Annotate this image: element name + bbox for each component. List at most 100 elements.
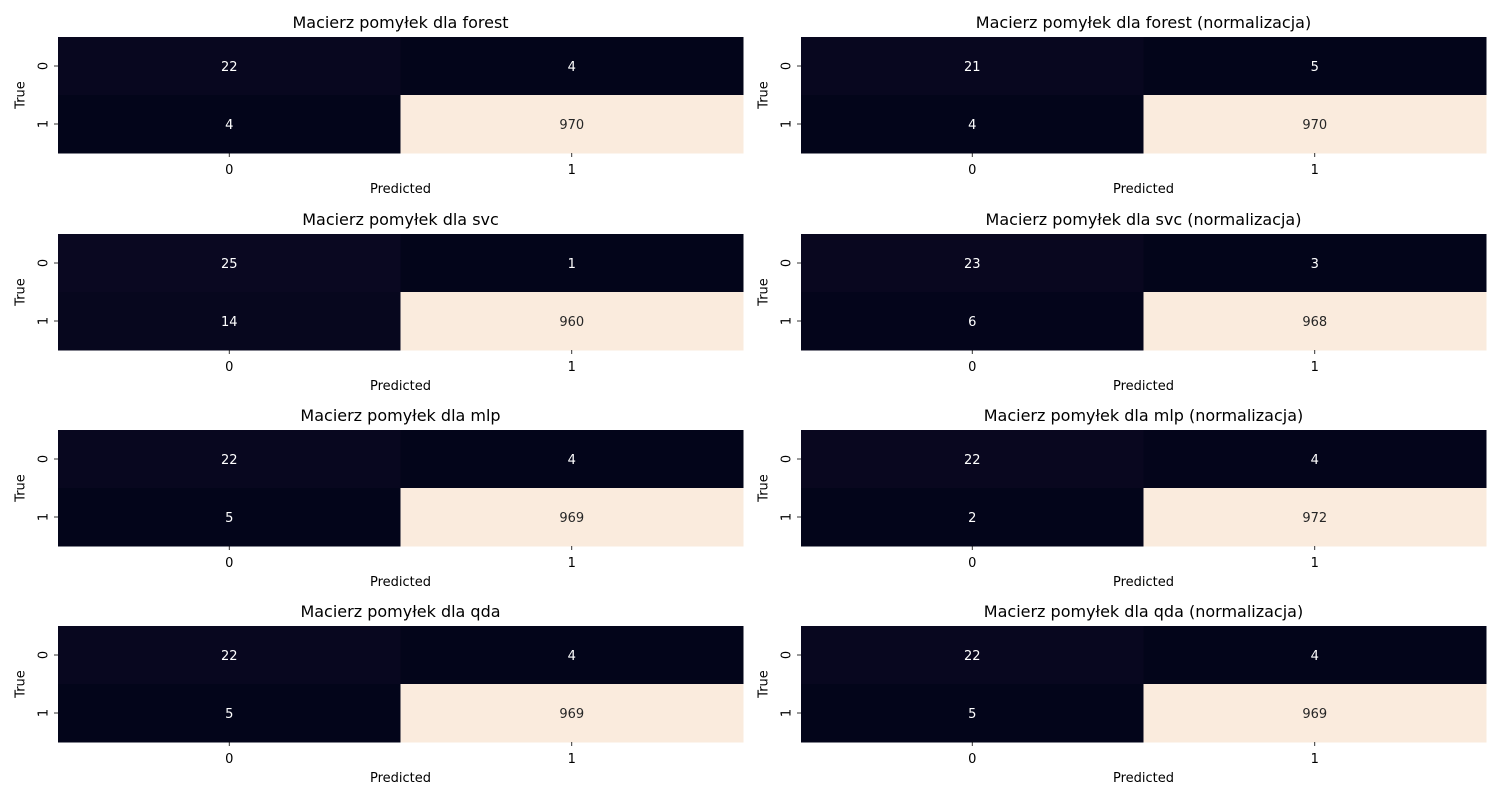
cell-value-label: 960 (559, 315, 584, 330)
x-axis-label: Predicted (1113, 771, 1174, 786)
x-tick-label: 1 (1311, 752, 1319, 767)
heatmap-cell (801, 95, 1144, 154)
x-tick-label: 0 (968, 752, 976, 767)
heatmap-panel: Macierz pomyłek dla qda 22 4 5 969 0 1 0 1 Predic… (14, 602, 744, 786)
heatmap-panel: Macierz pomyłek dla forest 22 4 4 970 0 1 0 1 Pre… (14, 13, 744, 197)
y-tick-label: 0 (37, 651, 52, 659)
y-axis-label: True (757, 81, 772, 110)
heatmap-cell (801, 234, 1144, 293)
y-axis-label: True (757, 474, 772, 503)
y-axis-label: True (757, 670, 772, 699)
chart-title: Macierz pomyłek dla svc (normalizacja) (986, 210, 1302, 229)
heatmap-cell (58, 95, 401, 154)
heatmap-cell (1143, 95, 1487, 154)
y-axis-label: True (14, 81, 29, 110)
heatmap-cell (1143, 488, 1487, 547)
cell-value-label: 22 (221, 649, 238, 664)
x-tick-label: 0 (225, 556, 233, 571)
heatmap-cell (58, 430, 401, 489)
cell-value-label: 969 (1302, 707, 1327, 722)
cell-value-label: 5 (968, 707, 976, 722)
heatmap-panel: Macierz pomyłek dla mlp 22 4 5 969 0 1 0 1 Predic… (14, 406, 744, 590)
heatmap-cell (1143, 430, 1487, 489)
heatmap-cell (58, 234, 401, 293)
cell-value-label: 5 (225, 707, 233, 722)
heatmap-cell (801, 488, 1144, 547)
heatmap-panel: Macierz pomyłek dla forest (normalizacja… (757, 13, 1487, 197)
x-tick-label: 0 (968, 360, 976, 375)
cell-value-label: 5 (1311, 60, 1319, 75)
cell-value-label: 23 (964, 257, 981, 272)
x-tick-label: 1 (568, 163, 576, 178)
x-tick-label: 1 (568, 360, 576, 375)
heatmap-cell (58, 292, 401, 351)
y-axis-label: True (14, 474, 29, 503)
cell-value-label: 4 (225, 118, 233, 133)
cell-value-label: 4 (568, 649, 576, 664)
y-tick-label: 0 (37, 455, 52, 463)
x-tick-label: 1 (568, 752, 576, 767)
heatmap-panel: Macierz pomyłek dla svc 25 1 14 960 0 1 0 1 Predi… (14, 210, 744, 394)
x-axis-label: Predicted (370, 182, 431, 197)
cell-value-label: 972 (1302, 511, 1327, 526)
chart-title: Macierz pomyłek dla forest (292, 13, 508, 32)
heatmap-cell (801, 430, 1144, 489)
heatmap-cell (400, 626, 744, 685)
heatmap-cell (400, 95, 744, 154)
heatmap-cell (1143, 37, 1487, 96)
y-tick-label: 0 (780, 455, 795, 463)
y-tick-label: 0 (37, 259, 52, 267)
x-axis-label: Predicted (370, 379, 431, 394)
heatmap-cell (400, 234, 744, 293)
cell-value-label: 6 (968, 315, 976, 330)
y-tick-label: 1 (37, 317, 52, 325)
cell-value-label: 969 (559, 511, 584, 526)
cell-value-label: 970 (1302, 118, 1327, 133)
cell-value-label: 22 (964, 453, 981, 468)
heatmap-cell (801, 684, 1144, 743)
cell-value-label: 968 (1302, 315, 1327, 330)
y-tick-label: 0 (780, 62, 795, 70)
heatmap-panel: Macierz pomyłek dla svc (normalizacja) 23… (757, 210, 1487, 394)
cell-value-label: 1 (568, 257, 576, 272)
x-tick-label: 0 (225, 163, 233, 178)
cell-value-label: 14 (221, 315, 238, 330)
y-axis-label: True (14, 670, 29, 699)
y-tick-label: 1 (780, 513, 795, 521)
heatmap-panel: Macierz pomyłek dla mlp (normalizacja)22… (757, 406, 1487, 590)
x-tick-label: 0 (225, 752, 233, 767)
y-tick-label: 0 (37, 62, 52, 70)
cell-value-label: 22 (964, 649, 981, 664)
cell-value-label: 22 (221, 60, 238, 75)
y-tick-label: 1 (37, 513, 52, 521)
heatmap-cell (400, 430, 744, 489)
x-axis-label: Predicted (1113, 182, 1174, 197)
x-axis-label: Predicted (1113, 379, 1174, 394)
x-tick-label: 0 (225, 360, 233, 375)
cell-value-label: 4 (968, 118, 976, 133)
cell-value-label: 21 (964, 60, 981, 75)
heatmap-cell (400, 37, 744, 96)
heatmap-cell (1143, 684, 1487, 743)
heatmap-cell (400, 684, 744, 743)
chart-title: Macierz pomyłek dla qda (normalizacja) (984, 602, 1303, 621)
heatmap-cell (58, 488, 401, 547)
x-tick-label: 1 (1311, 556, 1319, 571)
y-tick-label: 1 (780, 120, 795, 128)
y-tick-label: 1 (780, 317, 795, 325)
chart-title: Macierz pomyłek dla svc (302, 210, 499, 229)
cell-value-label: 2 (968, 511, 976, 526)
cell-value-label: 22 (221, 453, 238, 468)
cell-value-label: 4 (1311, 649, 1319, 664)
cell-value-label: 5 (225, 511, 233, 526)
x-tick-label: 0 (968, 556, 976, 571)
chart-title: Macierz pomyłek dla mlp (300, 406, 500, 425)
y-tick-label: 1 (780, 709, 795, 717)
x-tick-label: 0 (968, 163, 976, 178)
y-tick-label: 0 (780, 651, 795, 659)
x-tick-label: 1 (1311, 163, 1319, 178)
heatmap-cell (1143, 626, 1487, 685)
heatmap-cell (58, 684, 401, 743)
heatmap-cell (400, 292, 744, 351)
